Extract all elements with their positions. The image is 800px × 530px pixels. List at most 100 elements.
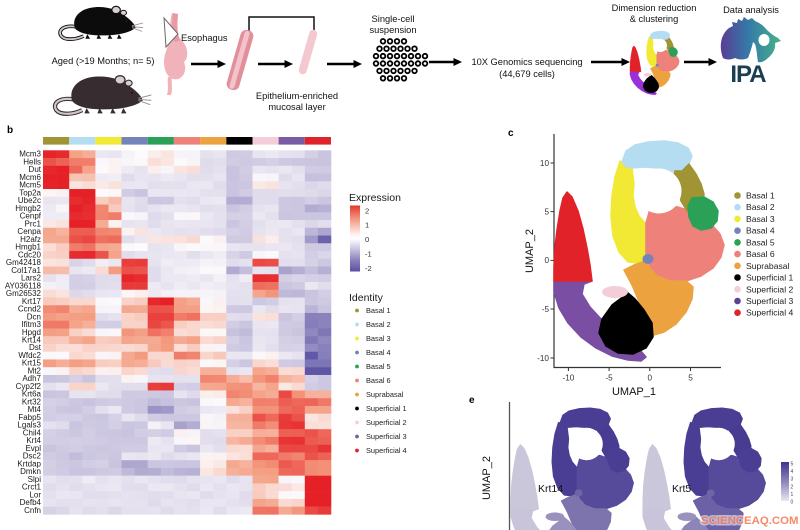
- svg-text:(44,679 cells): (44,679 cells): [499, 69, 555, 79]
- svg-text:Mt2: Mt2: [28, 366, 42, 375]
- svg-text:Basal 4: Basal 4: [746, 226, 775, 236]
- svg-text:Dimension reduction: Dimension reduction: [612, 3, 697, 13]
- svg-text:Lgals3: Lgals3: [17, 421, 41, 430]
- svg-text:Superficial 2: Superficial 2: [746, 284, 794, 294]
- svg-text:Hmgb1: Hmgb1: [15, 243, 41, 252]
- svg-text:Suprabasal: Suprabasal: [366, 390, 404, 399]
- svg-text:Suprabasal: Suprabasal: [746, 261, 790, 271]
- svg-text:Ube2c: Ube2c: [18, 196, 41, 205]
- svg-text:Gm42418: Gm42418: [6, 258, 42, 267]
- svg-text:Data analysis: Data analysis: [723, 5, 779, 15]
- svg-text:Dst: Dst: [29, 343, 42, 352]
- svg-text:0: 0: [791, 500, 794, 506]
- svg-text:Krt32: Krt32: [22, 397, 42, 406]
- svg-text:Cnfn: Cnfn: [24, 506, 41, 515]
- svg-text:Ifitm3: Ifitm3: [21, 320, 41, 329]
- svg-text:Lor: Lor: [29, 490, 41, 499]
- svg-text:c: c: [508, 128, 514, 139]
- svg-text:Superficial 1: Superficial 1: [746, 273, 794, 283]
- svg-text:Superficial 4: Superficial 4: [746, 308, 794, 318]
- svg-text:Mcm6: Mcm6: [19, 173, 41, 182]
- svg-text:Superficial 3: Superficial 3: [366, 432, 407, 441]
- svg-text:H2afz: H2afz: [20, 235, 41, 244]
- svg-text:Gm26532: Gm26532: [6, 289, 42, 298]
- svg-text:-5: -5: [605, 374, 613, 383]
- svg-text:-5: -5: [542, 305, 550, 314]
- svg-text:e: e: [469, 395, 475, 406]
- svg-text:Dmkn: Dmkn: [20, 467, 41, 476]
- svg-text:Cyp2f2: Cyp2f2: [16, 382, 42, 391]
- svg-text:Krtdap: Krtdap: [17, 459, 41, 468]
- svg-text:Basal 5: Basal 5: [746, 237, 775, 247]
- svg-text:UMAP_2: UMAP_2: [524, 229, 536, 273]
- svg-text:Identity: Identity: [349, 292, 384, 304]
- svg-text:& clustering: & clustering: [630, 14, 679, 24]
- svg-text:Superficial 1: Superficial 1: [366, 404, 407, 413]
- svg-text:5: 5: [688, 374, 693, 383]
- svg-text:Krt14: Krt14: [22, 336, 42, 345]
- svg-text:3: 3: [791, 477, 794, 483]
- svg-text:Slpi: Slpi: [28, 475, 42, 484]
- svg-text:Cdc20: Cdc20: [18, 250, 42, 259]
- svg-text:Chil4: Chil4: [23, 428, 42, 437]
- svg-text:Krt15: Krt15: [22, 359, 42, 368]
- svg-text:10X Genomics sequencing: 10X Genomics sequencing: [471, 57, 582, 67]
- svg-text:Basal 2: Basal 2: [746, 202, 775, 212]
- svg-text:Wfdc2: Wfdc2: [18, 351, 41, 360]
- svg-text:Top2a: Top2a: [19, 188, 41, 197]
- svg-text:Mcm5: Mcm5: [19, 181, 41, 190]
- svg-text:Basal 5: Basal 5: [366, 362, 391, 371]
- svg-text:Dcn: Dcn: [27, 312, 41, 321]
- svg-text:Krt6a: Krt6a: [22, 390, 42, 399]
- svg-text:Expression: Expression: [349, 192, 401, 204]
- svg-text:Basal 6: Basal 6: [366, 376, 391, 385]
- svg-text:Hells: Hells: [23, 157, 41, 166]
- svg-text:1: 1: [365, 221, 369, 230]
- svg-text:UMAP_2: UMAP_2: [481, 456, 493, 500]
- svg-text:Hpgd: Hpgd: [22, 328, 41, 337]
- svg-text:0: 0: [648, 374, 653, 383]
- svg-text:Basal 3: Basal 3: [366, 334, 391, 343]
- svg-text:IPA: IPA: [730, 61, 766, 88]
- svg-text:Superficial 4: Superficial 4: [366, 446, 407, 455]
- svg-text:Krt5: Krt5: [672, 483, 691, 495]
- svg-text:Defb4: Defb4: [20, 498, 42, 507]
- svg-text:Hmgb2: Hmgb2: [15, 204, 41, 213]
- svg-text:Basal 2: Basal 2: [366, 320, 391, 329]
- svg-text:SCIENCEAQ.COM: SCIENCEAQ.COM: [701, 515, 798, 527]
- svg-text:Dsc2: Dsc2: [23, 452, 42, 461]
- svg-text:-1: -1: [365, 250, 372, 259]
- svg-text:Superficial 3: Superficial 3: [746, 296, 794, 306]
- svg-text:suspension: suspension: [369, 25, 416, 35]
- svg-text:Basal 3: Basal 3: [746, 214, 775, 224]
- svg-text:Basal 4: Basal 4: [366, 348, 391, 357]
- svg-text:UMAP_1: UMAP_1: [612, 386, 656, 398]
- svg-text:Evpl: Evpl: [25, 444, 41, 453]
- svg-text:mucosal layer: mucosal layer: [268, 102, 325, 112]
- svg-text:Esophagus: Esophagus: [181, 33, 228, 43]
- svg-text:Fabp5: Fabp5: [18, 413, 41, 422]
- svg-text:Ccnd2: Ccnd2: [18, 305, 42, 314]
- svg-text:Cenpa: Cenpa: [17, 227, 41, 236]
- svg-text:AY036118: AY036118: [5, 281, 42, 290]
- svg-text:1: 1: [791, 492, 794, 498]
- svg-text:Single-cell: Single-cell: [372, 14, 415, 24]
- svg-text:Dut: Dut: [29, 165, 42, 174]
- svg-text:-10: -10: [537, 354, 549, 363]
- svg-text:5: 5: [791, 462, 794, 468]
- svg-text:Mt4: Mt4: [28, 405, 42, 414]
- svg-text:Krt14: Krt14: [538, 483, 563, 495]
- svg-text:5: 5: [544, 207, 549, 216]
- svg-text:Krt17: Krt17: [22, 297, 42, 306]
- svg-text:Mcm3: Mcm3: [19, 150, 41, 159]
- svg-text:Basal 1: Basal 1: [746, 191, 775, 201]
- svg-text:Cenpf: Cenpf: [20, 212, 42, 221]
- svg-text:10: 10: [540, 159, 550, 168]
- svg-text:0: 0: [544, 256, 549, 265]
- svg-text:Crct1: Crct1: [22, 483, 42, 492]
- svg-text:-10: -10: [562, 374, 574, 383]
- svg-text:Adh7: Adh7: [22, 374, 41, 383]
- svg-text:Lars2: Lars2: [21, 274, 42, 283]
- svg-text:Basal 6: Basal 6: [746, 249, 775, 259]
- svg-text:0: 0: [365, 235, 369, 244]
